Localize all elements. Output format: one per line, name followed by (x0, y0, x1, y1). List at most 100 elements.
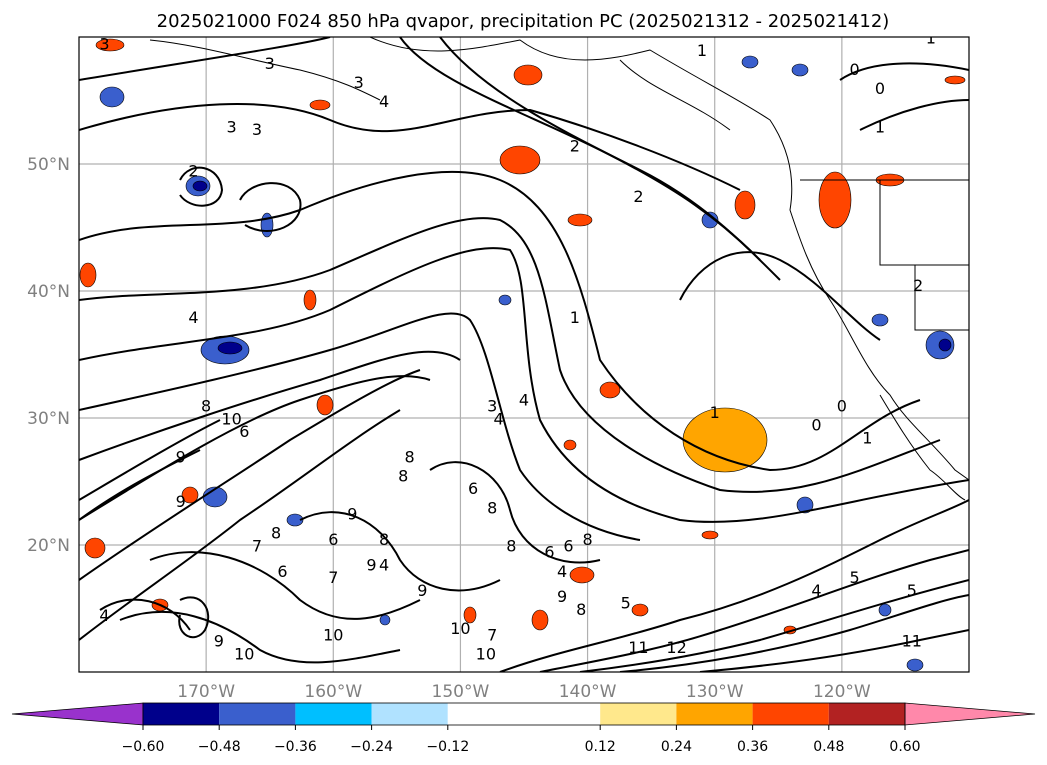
precip-cell (791, 63, 809, 77)
contour-line (679, 251, 881, 341)
contour-label: 6 (544, 543, 554, 562)
precip-cell (303, 289, 317, 311)
contour-label: 3 (487, 397, 497, 416)
contour-line (579, 579, 969, 672)
contour-label: 12 (666, 638, 686, 657)
contour-line (119, 611, 401, 664)
contour-line (299, 511, 501, 592)
precip-cell (498, 294, 512, 306)
colorbar-tick-label: 0.24 (661, 739, 692, 755)
lon-tick-label: 120°W (813, 682, 871, 702)
precip-cell (818, 171, 852, 229)
precip-cell (316, 394, 334, 416)
contour-label: 0 (811, 416, 821, 435)
contour-line (79, 103, 741, 191)
contour-label: 4 (519, 390, 529, 409)
contour-label: 3 (354, 73, 364, 92)
colorbar-ticks: −0.60 −0.48 −0.36 −0.24 −0.12 0.12 0.24 0.36 0.4… (122, 725, 921, 755)
colorbar-bin (752, 703, 829, 725)
contour-label: 6 (277, 562, 287, 581)
contour-label: 4 (99, 606, 109, 625)
contour-label: 9 (417, 581, 427, 600)
precip-cell (569, 566, 595, 584)
precip-cell (906, 658, 924, 672)
contour-line (79, 217, 941, 493)
precip-cell (79, 262, 97, 288)
precip-cell (513, 64, 543, 86)
contour-label: 8 (506, 536, 516, 555)
contour-label: 6 (239, 422, 249, 441)
contour-label: 1 (926, 28, 936, 47)
contour-label: 10 (323, 625, 343, 644)
precipitation-shading (79, 38, 966, 672)
contour-line (539, 549, 969, 672)
precip-cell (84, 537, 106, 559)
colorbar-bin (600, 703, 677, 725)
colorbar-bin (295, 703, 372, 725)
precip-cell (938, 338, 952, 352)
contour-line (79, 170, 921, 472)
contour-line (99, 598, 191, 631)
contour-label: 8 (379, 530, 389, 549)
lat-tick-label: 30°N (27, 409, 70, 429)
contour-label: 9 (214, 632, 224, 651)
contour-line (179, 166, 224, 207)
colorbar-over-extension (904, 702, 1036, 726)
contour-line (149, 551, 421, 620)
precip-cell (944, 75, 966, 85)
colorbar-tick-label: −0.12 (426, 739, 469, 755)
precip-cell (567, 213, 593, 227)
colorbar-bin (371, 703, 448, 725)
map-frame (78, 36, 970, 673)
contour-line (178, 596, 210, 639)
lat-tick-label: 40°N (27, 282, 70, 302)
contour-label: 8 (271, 524, 281, 543)
contour-label: 10 (234, 644, 254, 663)
contour-label: 2 (913, 276, 923, 295)
coastline (879, 180, 969, 266)
coastline (914, 265, 969, 331)
contour-line (79, 409, 401, 641)
contour-line (699, 629, 969, 672)
contour-label: 11 (902, 632, 922, 651)
contour-line (429, 461, 601, 564)
precip-cell (181, 486, 199, 504)
chart-title: 2025021000 F024 850 hPa qvapor, precipit… (157, 11, 890, 32)
contour-label: 8 (576, 600, 586, 619)
contour-line (79, 312, 641, 541)
colorbar-tick-label: 0.60 (889, 739, 920, 755)
contour-label: 1 (875, 117, 885, 136)
colorbar-tick-label: 0.12 (585, 739, 616, 755)
contour-label: 3 (99, 35, 109, 54)
precip-cell (379, 614, 391, 626)
contour-line (859, 99, 969, 131)
contour-label: 8 (404, 447, 414, 466)
contour-label: 6 (328, 530, 338, 549)
contour-line (79, 247, 969, 523)
colorbar-bin (676, 703, 753, 725)
lon-tick-label: 150°W (432, 682, 490, 702)
contour-line (439, 37, 781, 281)
precip-cell (286, 513, 304, 527)
contour-label: 1 (710, 403, 720, 422)
precip-cell (499, 145, 541, 175)
contour-line (499, 499, 969, 672)
colorbar (11, 702, 1036, 726)
lon-tick-label: 170°W (177, 682, 235, 702)
contour-label: 9 (557, 587, 567, 606)
colorbar-tick-label: −0.48 (198, 739, 241, 755)
contour-label: 9 (347, 505, 357, 524)
contour-label: 4 (379, 555, 389, 574)
contour-line (79, 37, 331, 81)
contour-label: 4 (379, 92, 389, 111)
colorbar-outline (142, 702, 906, 726)
coastline (619, 59, 731, 131)
precip-cell (95, 38, 125, 52)
contour-line (79, 350, 461, 461)
contour-label: 10 (476, 644, 496, 663)
contour-label: 1 (697, 41, 707, 60)
coastline (149, 39, 381, 101)
